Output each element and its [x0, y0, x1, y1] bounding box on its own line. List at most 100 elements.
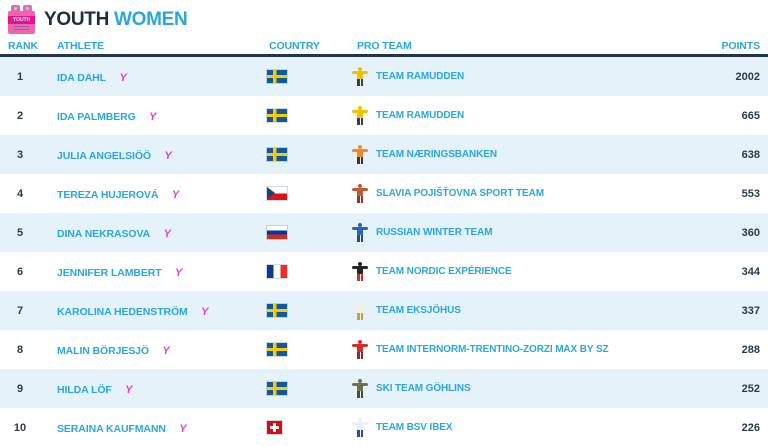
team-cell: TEAM BSV IBEX	[340, 417, 694, 438]
athlete-cell: SERAINA KAUFMANN Y	[40, 419, 252, 437]
bib-body: YOUTH	[8, 10, 35, 34]
team-cell: RUSSIAN WINTER TEAM	[340, 222, 694, 243]
team-kit-icon	[352, 300, 368, 321]
athlete-cell: IDA DAHL Y	[40, 68, 252, 86]
header-divider	[0, 54, 768, 57]
athlete-name[interactable]: IDA DAHL	[57, 71, 106, 84]
team-name[interactable]: TEAM NÆRINGSBANKEN	[376, 149, 497, 160]
country-flag-icon	[267, 69, 287, 83]
rank-value: 2	[16, 109, 24, 122]
youth-badge-icon: Y	[164, 149, 172, 162]
team-name[interactable]: TEAM INTERNORM-TRENTINO-ZORZI MAX BY SZ	[376, 344, 609, 355]
athlete-cell: MALIN BÖRJESJÖ Y	[40, 341, 252, 359]
team-name[interactable]: SLAVIA POJIŠŤOVNA SPORT TEAM	[376, 188, 544, 199]
column-header-rank: RANK	[8, 39, 38, 52]
team-cell: TEAM RAMUDDEN	[340, 66, 694, 87]
country-cell	[252, 224, 340, 242]
rank-value: 9	[16, 382, 24, 395]
table-row: 2 IDA PALMBERG Y TEAM RAMUDDEN 665	[0, 96, 768, 135]
table-row: 7 KAROLINA HEDENSTRÖM Y TEAM EKSJÖHUS 33…	[0, 291, 768, 330]
youth-badge-icon: Y	[119, 71, 127, 84]
column-header-points: POINTS	[721, 39, 761, 52]
athlete-cell: JULIA ANGELSIÖÖ Y	[40, 146, 252, 164]
team-name[interactable]: TEAM EKSJÖHUS	[376, 305, 461, 316]
points-value: 553	[741, 187, 760, 200]
points-value: 226	[741, 421, 760, 434]
athlete-name[interactable]: DINA NEKRASOVA	[57, 227, 151, 240]
team-kit-icon	[352, 222, 368, 243]
team-kit-icon	[352, 339, 368, 360]
team-kit-icon	[352, 261, 368, 282]
athlete-name[interactable]: KAROLINA HEDENSTRÖM	[57, 305, 188, 318]
column-header-proteam: PRO TEAM	[357, 39, 412, 52]
team-kit-icon	[352, 378, 368, 399]
country-cell	[252, 185, 340, 203]
country-flag-icon	[267, 420, 282, 434]
country-cell	[252, 341, 340, 359]
team-cell: TEAM RAMUDDEN	[340, 105, 694, 126]
athlete-name[interactable]: JENNIFER LAMBERT	[57, 266, 162, 279]
points-value: 638	[741, 148, 760, 161]
page-title: YOUTH WOMEN	[44, 8, 188, 31]
athlete-name[interactable]: TEREZA HUJEROVÁ	[57, 188, 159, 201]
athlete-cell: IDA PALMBERG Y	[40, 107, 252, 125]
team-name[interactable]: TEAM RAMUDDEN	[376, 110, 465, 121]
country-flag-icon	[267, 186, 287, 200]
points-value: 337	[741, 304, 760, 317]
youth-badge-icon: Y	[162, 344, 170, 357]
table-row: 5 DINA NEKRASOVA Y RUSSIAN WINTER TEAM 3…	[0, 213, 768, 252]
rank-value: 10	[13, 421, 27, 434]
team-kit-icon	[352, 66, 368, 87]
youth-badge-icon: Y	[125, 383, 133, 396]
team-cell: TEAM NÆRINGSBANKEN	[340, 144, 694, 165]
team-name[interactable]: TEAM BSV IBEX	[376, 422, 453, 433]
team-cell: TEAM EKSJÖHUS	[340, 300, 694, 321]
youth-race-bib-icon: YOUTH	[8, 4, 35, 35]
athlete-cell: JENNIFER LAMBERT Y	[40, 263, 252, 281]
table-row: 3 JULIA ANGELSIÖÖ Y TEAM NÆRINGSBANKEN 6…	[0, 135, 768, 174]
athlete-name[interactable]: JULIA ANGELSIÖÖ	[57, 149, 151, 162]
team-name[interactable]: RUSSIAN WINTER TEAM	[376, 227, 493, 238]
table-row: 1 IDA DAHL Y TEAM RAMUDDEN 2002	[0, 57, 768, 96]
title-gender: WOMEN	[114, 8, 188, 30]
points-value: 360	[741, 226, 760, 239]
points-value: 344	[741, 265, 760, 278]
team-cell: SLAVIA POJIŠŤOVNA SPORT TEAM	[340, 183, 694, 204]
athlete-name[interactable]: MALIN BÖRJESJÖ	[57, 344, 149, 357]
table-header-row: RANK ATHLETE COUNTRY PRO TEAM POINTS	[0, 37, 768, 54]
country-cell	[252, 302, 340, 320]
column-header-athlete: ATHLETE	[57, 39, 104, 52]
team-name[interactable]: TEAM RAMUDDEN	[376, 71, 465, 82]
column-header-country: COUNTRY	[269, 39, 320, 52]
athlete-name[interactable]: IDA PALMBERG	[57, 110, 136, 123]
youth-badge-icon: Y	[175, 266, 183, 279]
rank-value: 1	[16, 70, 24, 83]
athlete-cell: HILDA LÖF Y	[40, 380, 252, 398]
points-value: 665	[741, 109, 760, 122]
table-row: 10 SERAINA KAUFMANN Y TEAM BSV IBEX 226	[0, 408, 768, 447]
table-row: 8 MALIN BÖRJESJÖ Y TEAM INTERNORM-TRENTI…	[0, 330, 768, 369]
country-cell	[252, 263, 340, 281]
country-flag-icon	[267, 342, 287, 356]
athlete-name[interactable]: SERAINA KAUFMANN	[57, 422, 166, 435]
team-cell: SKI TEAM GÖHLINS	[340, 378, 694, 399]
youth-badge-icon: Y	[163, 227, 171, 240]
title-category: YOUTH	[44, 8, 110, 30]
rank-value: 4	[16, 187, 24, 200]
bib-strap	[23, 4, 32, 14]
bib-strap	[11, 4, 20, 14]
table-row: 6 JENNIFER LAMBERT Y TEAM NORDIC EXPÉRIE…	[0, 252, 768, 291]
country-flag-icon	[267, 381, 287, 395]
team-name[interactable]: SKI TEAM GÖHLINS	[376, 383, 471, 394]
bib-strap-dot	[26, 6, 29, 10]
country-flag-icon	[267, 147, 287, 161]
points-value: 2002	[735, 70, 760, 83]
bib-band-label: YOUTH	[8, 15, 35, 24]
table-row: 9 HILDA LÖF Y SKI TEAM GÖHLINS 252	[0, 369, 768, 408]
team-name[interactable]: TEAM NORDIC EXPÉRIENCE	[376, 266, 512, 277]
team-kit-icon	[352, 144, 368, 165]
athlete-name[interactable]: HILDA LÖF	[57, 383, 112, 396]
country-cell	[252, 146, 340, 164]
rank-value: 3	[16, 148, 24, 161]
team-cell: TEAM INTERNORM-TRENTINO-ZORZI MAX BY SZ	[340, 339, 694, 360]
